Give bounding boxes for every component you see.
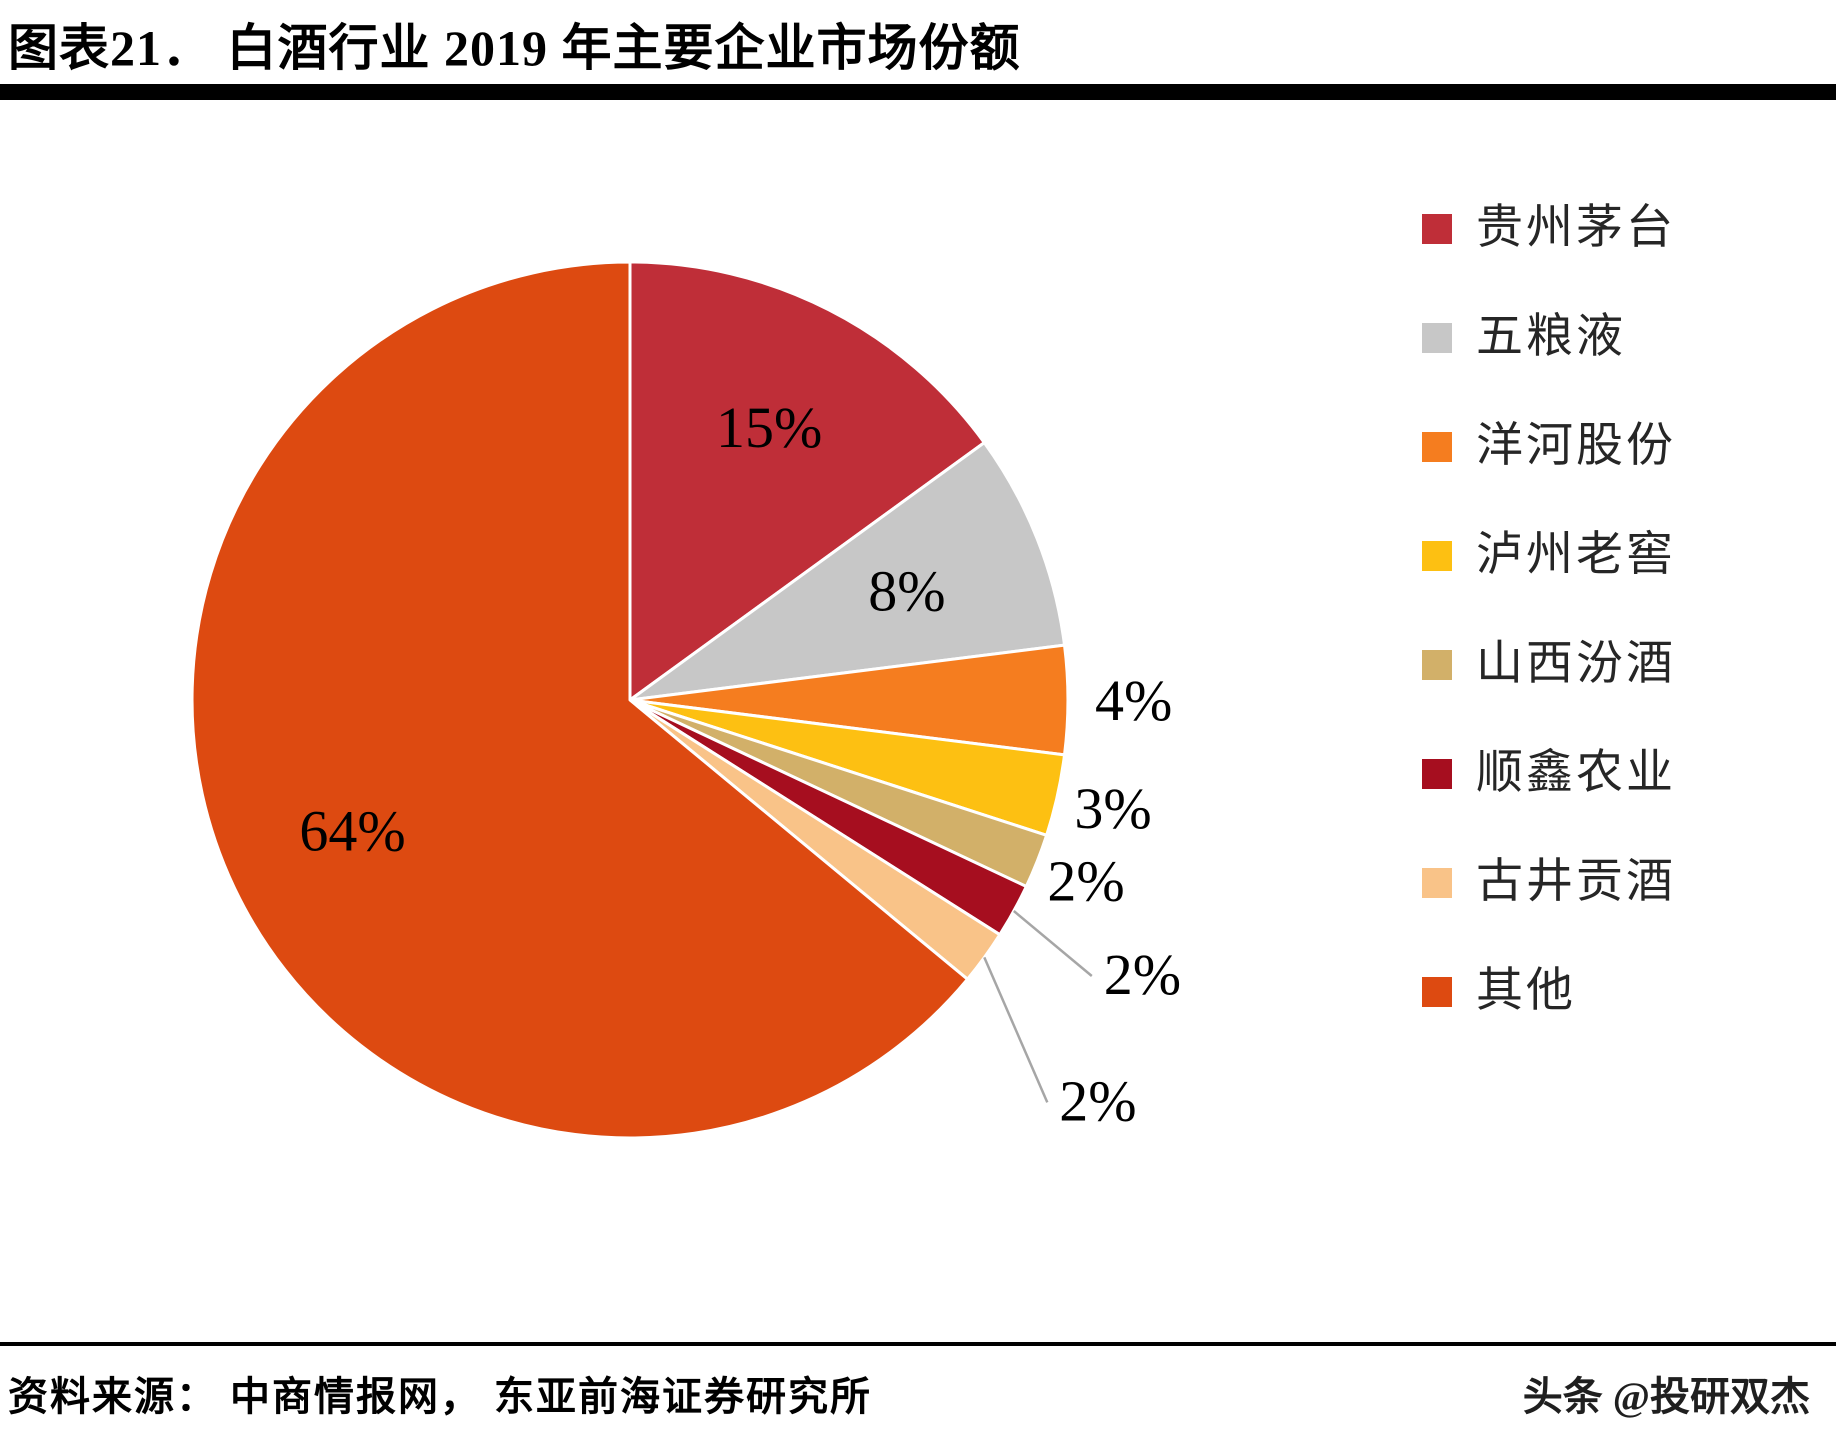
legend-label: 古井贡酒 [1476, 856, 1676, 908]
leader-line [1012, 910, 1093, 977]
legend-item-6: 古井贡酒 [1422, 859, 1676, 906]
watermark-text: 头条 @投研双杰 [1522, 1374, 1810, 1419]
leader-line [983, 956, 1049, 1103]
pie-chart: 15% 8% 4% 3% 2% 2% 2% 64% [190, 260, 1181, 1140]
legend-label: 五粮液 [1476, 311, 1626, 363]
legend-swatch-icon [1422, 431, 1452, 462]
legend-swatch-icon [1422, 322, 1452, 353]
pie-value-label: 2% [1059, 1068, 1136, 1133]
legend-label: 洋河股份 [1476, 420, 1676, 472]
legend-swatch-icon [1422, 213, 1452, 244]
legend-item-1: 五粮液 [1422, 314, 1676, 361]
legend-item-2: 洋河股份 [1422, 423, 1676, 470]
legend-item-0: 贵州茅台 [1422, 205, 1676, 252]
pie-value-label: 2% [1047, 849, 1124, 914]
legend-item-3: 泸州老窖 [1422, 532, 1676, 579]
pie-value-label: 15% [716, 395, 822, 460]
legend-label: 其他 [1476, 965, 1576, 1017]
footer-divider [0, 1342, 1836, 1346]
title-divider [0, 84, 1836, 100]
pie-value-label: 3% [1074, 776, 1151, 841]
legend-label: 泸州老窖 [1476, 529, 1676, 581]
legend-item-5: 顺鑫农业 [1422, 750, 1676, 797]
legend-label: 顺鑫农业 [1476, 747, 1676, 799]
pie-value-label: 4% [1095, 668, 1172, 733]
legend-swatch-icon [1422, 867, 1452, 898]
pie-value-label: 64% [299, 799, 405, 864]
legend-item-4: 山西汾酒 [1422, 641, 1676, 688]
legend-swatch-icon [1422, 758, 1452, 789]
legend-swatch-icon [1422, 649, 1452, 680]
legend-label: 贵州茅台 [1476, 202, 1676, 254]
pie-value-label: 2% [1104, 942, 1181, 1007]
pie-slice-7 [190, 260, 969, 1140]
source-note: 资料来源： 中商情报网， 东亚前海证券研究所 [8, 1374, 872, 1419]
pie-value-label: 8% [868, 558, 945, 623]
legend-swatch-icon [1422, 540, 1452, 571]
pie-slice-0 [628, 260, 986, 702]
figure-title: 图表21． 白酒行业 2019 年主要企业市场份额 [8, 20, 1021, 76]
pie-slice-1 [628, 441, 1066, 702]
chart-legend: 贵州茅台五粮液洋河股份泸州老窖山西汾酒顺鑫农业古井贡酒其他 [1422, 205, 1676, 1015]
legend-item-7: 其他 [1422, 968, 1676, 1015]
legend-swatch-icon [1422, 976, 1452, 1007]
legend-label: 山西汾酒 [1476, 638, 1676, 690]
